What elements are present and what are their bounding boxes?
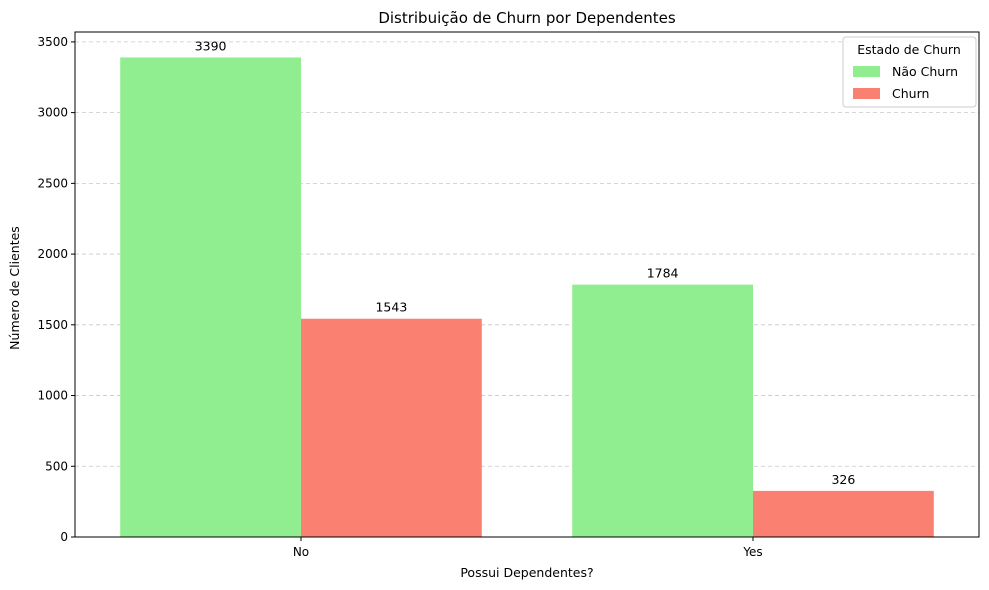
- y-tick-label: 0: [60, 530, 68, 544]
- y-tick-label: 3000: [37, 106, 68, 120]
- x-tick-label: Yes: [742, 545, 762, 559]
- y-tick-label: 3500: [37, 35, 68, 49]
- data-labels: 3390 1543 1784 326: [195, 38, 856, 486]
- data-label: 1784: [647, 266, 679, 281]
- legend-label: Churn: [892, 86, 929, 101]
- y-axis: 0 500 1000 1500 2000 2500 3000 3500: [37, 35, 75, 544]
- legend-swatch: [853, 88, 880, 99]
- x-tick-label: No: [293, 545, 309, 559]
- data-label: 1543: [375, 300, 407, 315]
- data-label: 326: [831, 472, 855, 487]
- y-axis-label: Número de Clientes: [7, 226, 22, 350]
- bar: [120, 57, 301, 537]
- y-tick-label: 1000: [37, 389, 68, 403]
- y-tick-label: 2000: [37, 247, 68, 261]
- bar: [572, 284, 753, 537]
- y-tick-label: 1500: [37, 318, 68, 332]
- bar: [301, 318, 482, 537]
- x-axis-label: Possui Dependentes?: [460, 565, 593, 580]
- bars: [120, 57, 934, 537]
- data-label: 3390: [195, 38, 227, 53]
- y-tick-label: 500: [45, 459, 68, 473]
- legend-swatch: [853, 66, 880, 77]
- legend-title: Estado de Churn: [857, 42, 961, 57]
- y-tick-label: 2500: [37, 176, 68, 190]
- legend: Estado de Churn Não Churn Churn: [842, 36, 977, 108]
- legend-label: Não Churn: [892, 64, 958, 79]
- plot-frame: [74, 31, 980, 538]
- x-axis: No Yes: [293, 537, 763, 559]
- chart-title: Distribuição de Churn por Dependentes: [378, 9, 676, 27]
- bar: [753, 490, 934, 537]
